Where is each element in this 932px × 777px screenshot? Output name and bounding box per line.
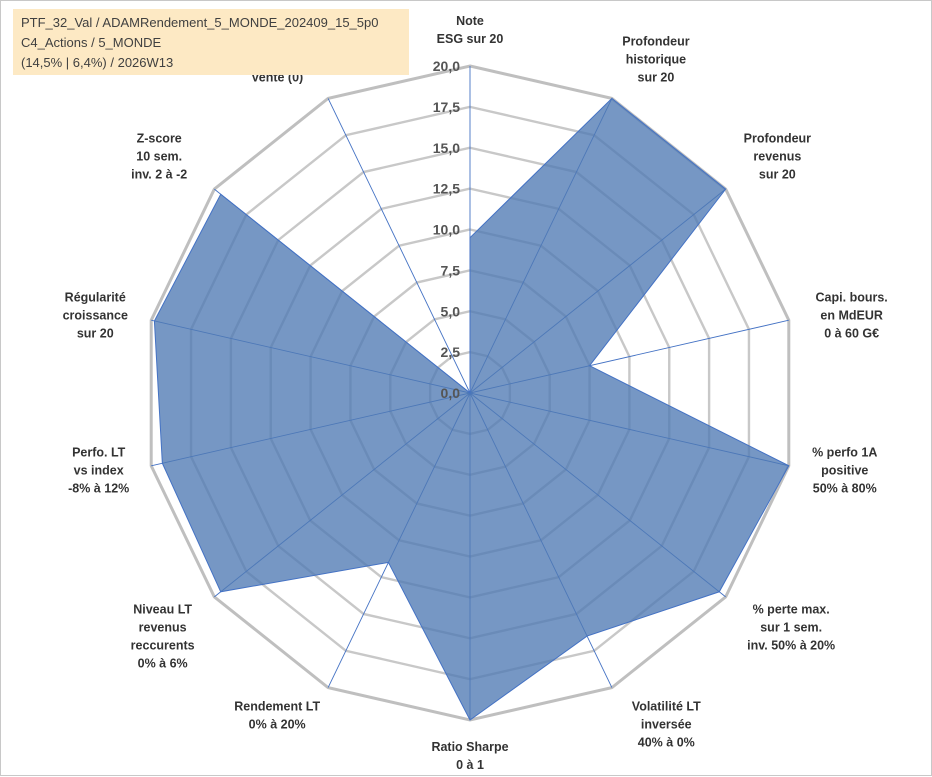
category-label-line: inv. 2 à -2 xyxy=(131,167,187,181)
category-label-line: Capi. bours. xyxy=(816,290,888,304)
radial-ticks: 0,0 2,5 5,0 7,5 10,0 12,5 15,0 17,5 20,0 xyxy=(433,58,460,401)
category-label-3: Capi. bours. en MdEUR 0 à 60 G€ xyxy=(816,290,888,340)
category-label-1: Profondeur historique sur 20 xyxy=(622,35,689,85)
portfolio-info-box: PTF_32_Val / ADAMRendement_5_MONDE_20240… xyxy=(13,9,409,75)
tick-label: 17,5 xyxy=(433,99,460,115)
category-label-line: vs index xyxy=(74,464,124,478)
spoke-13 xyxy=(327,98,471,394)
category-label-line: Profondeur xyxy=(622,35,689,49)
info-line-2: C4_Actions / 5_MONDE xyxy=(21,35,162,50)
category-label-line: croissance xyxy=(63,308,128,322)
tick-label: 7,5 xyxy=(441,262,461,278)
info-line-1: PTF_32_Val / ADAMRendement_5_MONDE_20240… xyxy=(21,15,379,30)
tick-label: 5,0 xyxy=(441,303,461,319)
category-label-line: Rendement LT xyxy=(234,699,320,713)
tick-label: 15,0 xyxy=(433,140,460,156)
info-line-3: (14,5% | 6,4%) / 2026W13 xyxy=(21,55,174,70)
category-label-8: Rendement LT 0% à 20% xyxy=(234,699,320,731)
tick-label: 20,0 xyxy=(433,58,460,74)
category-label-5: % perte max. sur 1 sem. inv. 50% à 20% xyxy=(747,603,835,653)
category-label-12: Z-score 10 sem. inv. 2 à -2 xyxy=(131,131,187,181)
category-label-6: Volatilité LT inversée 40% à 0% xyxy=(632,699,701,749)
category-label-line: inv. 50% à 20% xyxy=(747,639,835,653)
category-label-line: Z-score xyxy=(137,131,182,145)
category-label-0: Note ESG sur 20 xyxy=(437,14,504,46)
category-label-line: sur 20 xyxy=(759,167,796,181)
category-label-9: Niveau LT revenus reccurents 0% à 6% xyxy=(131,603,195,671)
category-label-line: Ratio Sharpe xyxy=(431,740,508,754)
category-label-line: historique xyxy=(626,53,686,67)
category-label-line: 10 sem. xyxy=(136,149,182,163)
category-label-line: 0 à 1 xyxy=(456,758,484,772)
category-label-line: inversée xyxy=(641,717,692,731)
category-label-line: 0% à 6% xyxy=(138,657,188,671)
category-label-10: Perfo. LT vs index -8% à 12% xyxy=(68,446,129,496)
category-label-line: revenus xyxy=(753,149,801,163)
category-label-line: positive xyxy=(821,464,868,478)
category-label-line: reccurents xyxy=(131,639,195,653)
tick-label: 0,0 xyxy=(441,385,461,401)
category-label-line: 0 à 60 G€ xyxy=(824,326,879,340)
category-label-line: 50% à 80% xyxy=(813,482,877,496)
category-label-line: revenus xyxy=(139,621,187,635)
category-label-line: sur 20 xyxy=(77,326,114,340)
category-label-line: Niveau LT xyxy=(133,603,192,617)
category-label-line: Perfo. LT xyxy=(72,446,126,460)
category-label-line: % perte max. xyxy=(753,603,830,617)
category-label-2: Profondeur revenus sur 20 xyxy=(744,131,811,181)
category-label-line: en MdEUR xyxy=(820,308,883,322)
category-label-line: sur 1 sem. xyxy=(760,621,822,635)
category-label-line: sur 20 xyxy=(638,71,675,85)
category-label-line: Régularité xyxy=(65,290,126,304)
tick-label: 10,0 xyxy=(433,222,460,238)
tick-label: 2,5 xyxy=(441,344,461,360)
category-label-line: Profondeur xyxy=(744,131,811,145)
category-label-line: % perfo 1A xyxy=(812,446,877,460)
category-label-line: ESG sur 20 xyxy=(437,32,504,46)
category-label-11: Régularité croissance sur 20 xyxy=(63,290,128,340)
category-label-line: Volatilité LT xyxy=(632,699,701,713)
radar-series xyxy=(153,97,790,721)
tick-label: 12,5 xyxy=(433,181,460,197)
category-label-7: Ratio Sharpe 0 à 1 xyxy=(431,740,508,772)
category-label-4: % perfo 1A positive 50% à 80% xyxy=(812,446,877,496)
category-label-line: 40% à 0% xyxy=(638,735,695,749)
category-label-line: -8% à 12% xyxy=(68,482,129,496)
series-area-0 xyxy=(153,97,790,721)
category-label-line: 0% à 20% xyxy=(249,717,306,731)
category-label-line: Note xyxy=(456,14,484,28)
